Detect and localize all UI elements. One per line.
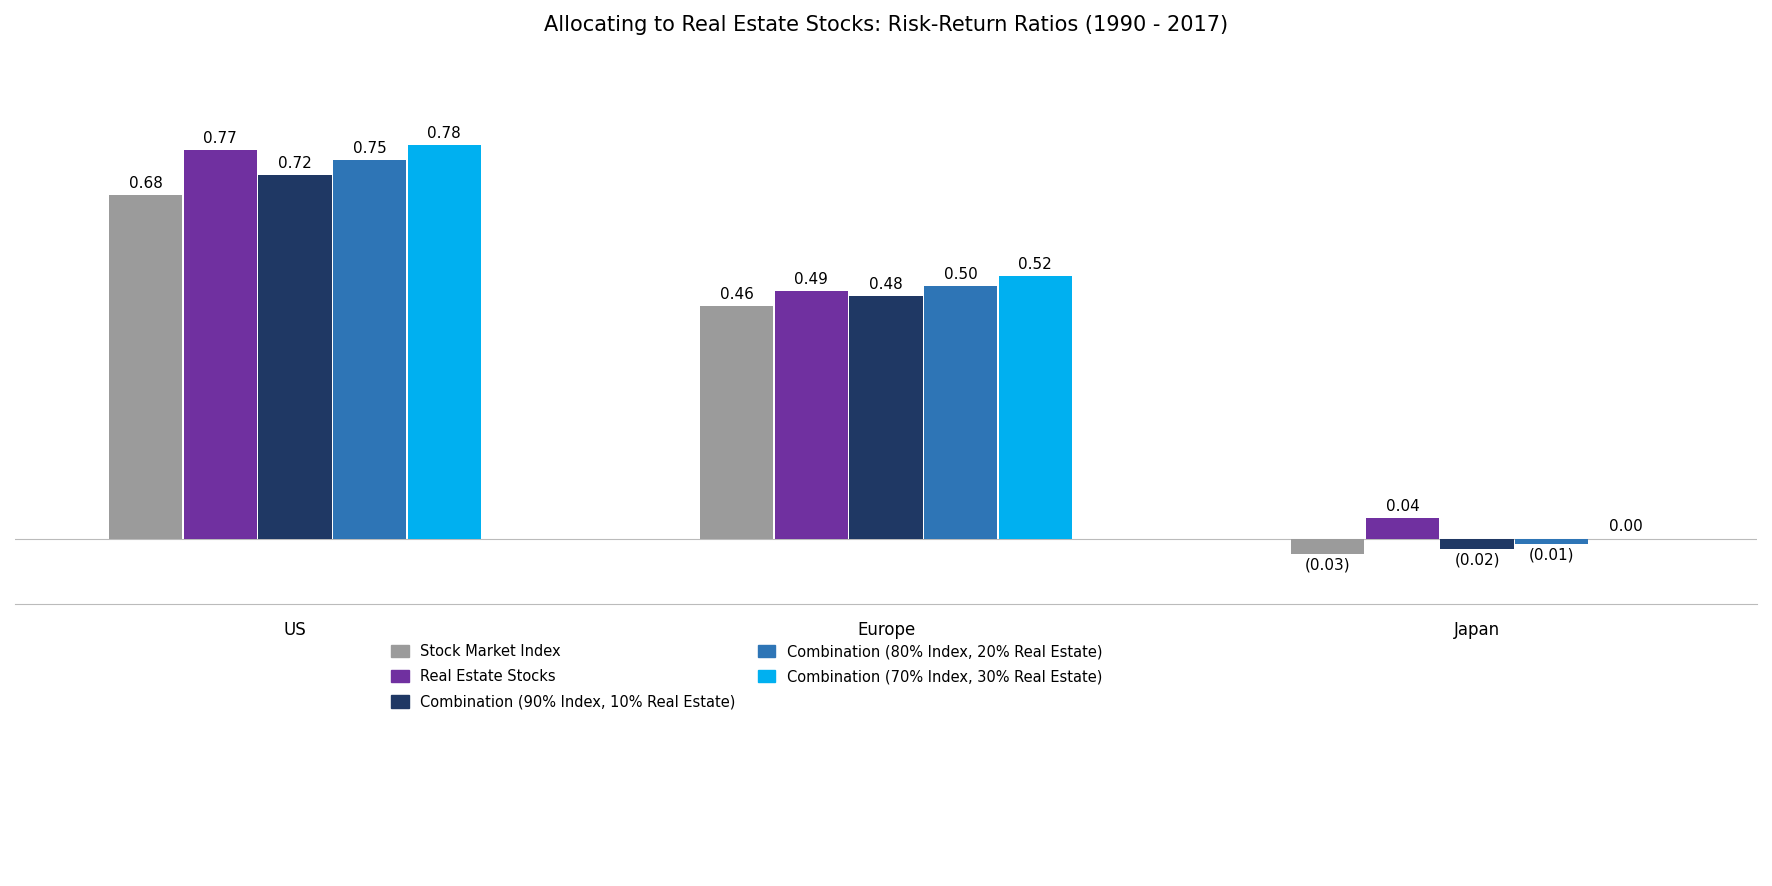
Text: 0.68: 0.68 [129,176,163,191]
Title: Allocating to Real Estate Stocks: Risk-Return Ratios (1990 - 2017): Allocating to Real Estate Stocks: Risk-R… [544,15,1228,35]
Text: 0.46: 0.46 [719,287,753,302]
Text: 0.48: 0.48 [868,277,904,292]
Text: 0.00: 0.00 [1609,519,1643,534]
Text: 0.75: 0.75 [353,141,386,156]
Bar [184,150,257,539]
Bar [110,195,183,539]
Bar [700,307,773,539]
Bar [333,159,406,539]
Text: (0.01): (0.01) [1529,548,1575,563]
Bar [774,291,849,539]
Text: (0.02): (0.02) [1455,553,1499,568]
Bar [1515,539,1588,544]
Text: 0.78: 0.78 [427,126,461,141]
Legend: Stock Market Index, Real Estate Stocks, Combination (90% Index, 10% Real Estate): Stock Market Index, Real Estate Stocks, … [385,637,1109,717]
Text: 0.49: 0.49 [794,272,828,287]
Bar [1366,518,1439,539]
Text: 0.72: 0.72 [278,156,312,171]
Bar [408,144,480,539]
Bar [999,276,1072,539]
Text: 0.50: 0.50 [944,267,978,282]
Bar [849,296,923,539]
Text: (0.03): (0.03) [1304,557,1350,572]
Bar [259,175,331,539]
Text: 0.52: 0.52 [1019,257,1053,272]
Text: 0.04: 0.04 [1386,500,1419,514]
Bar [923,286,998,539]
Text: 0.77: 0.77 [204,130,237,145]
Bar [1292,539,1364,554]
Bar [1441,539,1513,548]
